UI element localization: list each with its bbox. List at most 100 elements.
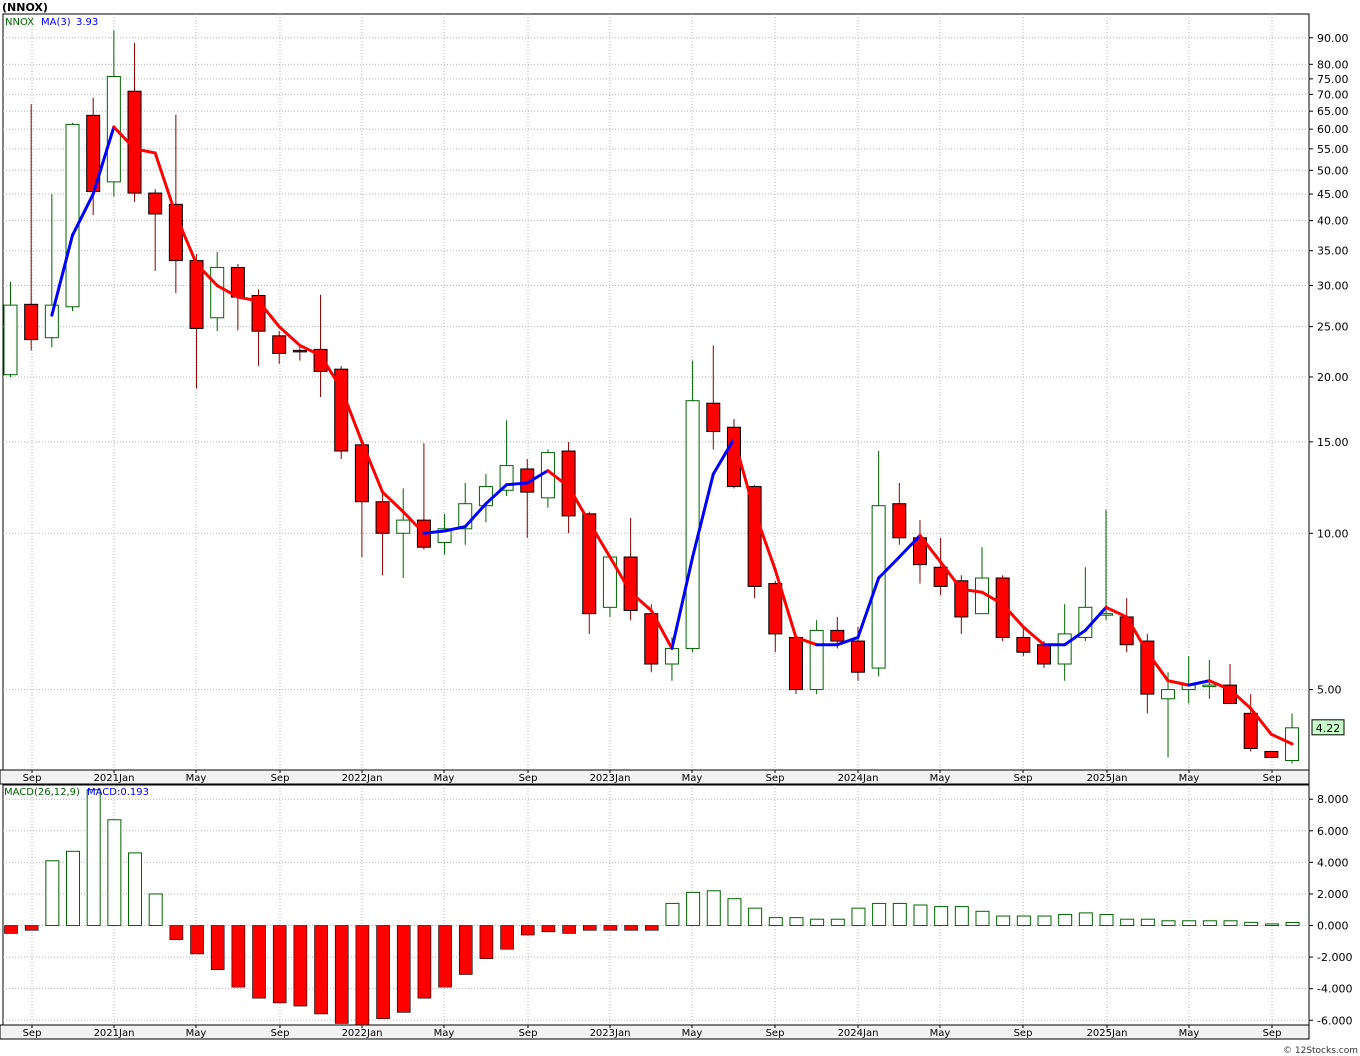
price-x-tick-label: May xyxy=(682,773,703,784)
price-x-tick-label: May xyxy=(434,773,455,784)
macd-x-tick-label: May xyxy=(682,1028,703,1039)
macd-bar-negative xyxy=(541,925,556,933)
candle-body-down xyxy=(706,402,721,433)
ma-segment xyxy=(525,469,550,485)
macd-x-tick-label: Sep xyxy=(519,1028,538,1039)
macd-x-tick-label: 2022Jan xyxy=(342,1028,383,1039)
candle xyxy=(1161,672,1176,758)
candle-body-up xyxy=(1057,633,1072,665)
candle xyxy=(644,604,659,673)
macd-bar-positive xyxy=(1264,923,1279,927)
moving-average-line xyxy=(50,125,1294,746)
price-candles xyxy=(3,30,1300,764)
macd-y-tick-label: -4.000 xyxy=(1317,983,1352,996)
candle xyxy=(892,482,907,545)
macd-bar-positive xyxy=(66,850,81,927)
price-legend-ma-value: 3.93 xyxy=(76,17,98,28)
macd-bar-positive xyxy=(686,891,701,927)
macd-bar-negative xyxy=(458,925,473,975)
price-y-tick-label: 10.00 xyxy=(1317,527,1349,540)
ma-segment xyxy=(856,576,881,639)
ma-segment xyxy=(918,534,943,564)
ma-segment xyxy=(463,502,488,529)
candle xyxy=(1243,694,1258,752)
macd-bar-positive xyxy=(86,789,101,927)
ma-segment xyxy=(1063,628,1087,647)
candle xyxy=(664,637,679,681)
ma-segment xyxy=(1125,615,1149,654)
candle-body-down xyxy=(272,335,287,354)
chart-title: (NNOX) xyxy=(2,1,48,14)
macd-y-tick-label: 0.000 xyxy=(1317,920,1349,933)
candle xyxy=(933,537,948,596)
macd-bar-negative xyxy=(231,925,246,988)
macd-bar-positive xyxy=(1285,921,1300,927)
candle-body-down xyxy=(1140,640,1155,695)
price-y-tick-label: 15.00 xyxy=(1317,436,1349,449)
price-legend-symbol: NNOX xyxy=(5,17,34,28)
macd-bar-negative xyxy=(438,925,452,988)
macd-x-tick-label: Sep xyxy=(1014,1028,1033,1039)
ma-segment xyxy=(71,192,95,237)
price-y-tick-label: 30.00 xyxy=(1317,280,1349,293)
macd-bar-positive xyxy=(128,852,143,927)
macd-bar-positive xyxy=(934,906,949,927)
candle-body-down xyxy=(892,503,907,539)
ma-segment xyxy=(339,387,364,444)
candle xyxy=(623,517,638,621)
macd-bar-positive xyxy=(727,898,742,927)
macd-bar-positive xyxy=(1161,920,1176,927)
macd-x-tick-label: May xyxy=(186,1028,207,1039)
candle-body-up xyxy=(3,304,18,376)
macd-x-axis-band xyxy=(0,1024,1310,1040)
macd-bar-negative xyxy=(314,925,328,1015)
candle-body-down xyxy=(561,450,576,517)
macd-bar-negative xyxy=(334,925,349,1024)
candle-body-down xyxy=(788,636,803,691)
ma-segment xyxy=(567,485,591,524)
price-x-tick-label: Sep xyxy=(271,773,290,784)
macd-legend-value: MACD:0.193 xyxy=(87,787,149,798)
price-grid xyxy=(3,14,1309,770)
macd-x-tick-label: May xyxy=(434,1028,455,1039)
ma-segment xyxy=(236,295,261,303)
ma-segment xyxy=(587,520,612,559)
ma-segment xyxy=(257,299,281,329)
macd-bar-positive xyxy=(768,917,783,927)
macd-y-tick-label: 8.000 xyxy=(1317,793,1349,806)
ma-segment xyxy=(50,233,75,317)
macd-grid xyxy=(3,785,1309,1025)
ma-segment xyxy=(939,560,963,591)
candle-body-up xyxy=(685,400,700,649)
macd-bar-positive xyxy=(996,915,1011,927)
candle-body-down xyxy=(954,580,969,618)
candle-body-down xyxy=(1037,644,1051,665)
price-legend-ma-label: MA(3) xyxy=(41,17,71,28)
price-y-axis: 90.00 80.00 75.00 70.00 65.00 60.00 55.00 50.00… xyxy=(1309,32,1349,697)
candle xyxy=(706,345,721,450)
price-panel: 90.00 80.00 75.00 70.00 65.00 60.00 55.00 50.00… xyxy=(0,1,1349,785)
ma-segment xyxy=(608,555,633,594)
candle-body-up xyxy=(871,505,886,669)
candle-body-up xyxy=(65,123,80,308)
candle xyxy=(747,484,762,599)
macd-bar-negative xyxy=(644,925,659,931)
ma-segment xyxy=(732,437,757,514)
candle-body-down xyxy=(292,349,307,353)
ma-segment xyxy=(1187,679,1211,687)
macd-bar-negative xyxy=(562,925,576,934)
candle xyxy=(768,580,783,653)
macd-bar-negative xyxy=(293,925,308,1007)
candle-body-down xyxy=(768,583,783,635)
macd-x-tick-label: 2024Jan xyxy=(838,1028,879,1039)
macd-bar-positive xyxy=(748,907,763,927)
candle-body-down xyxy=(830,629,845,642)
price-y-tick-label: 55.00 xyxy=(1317,143,1349,156)
macd-bar-positive xyxy=(665,902,680,927)
macd-bar-negative xyxy=(190,925,204,955)
ma-segment xyxy=(1269,732,1294,746)
ma-segment xyxy=(319,353,343,391)
ma-segment xyxy=(277,325,302,347)
candle xyxy=(1016,626,1031,657)
